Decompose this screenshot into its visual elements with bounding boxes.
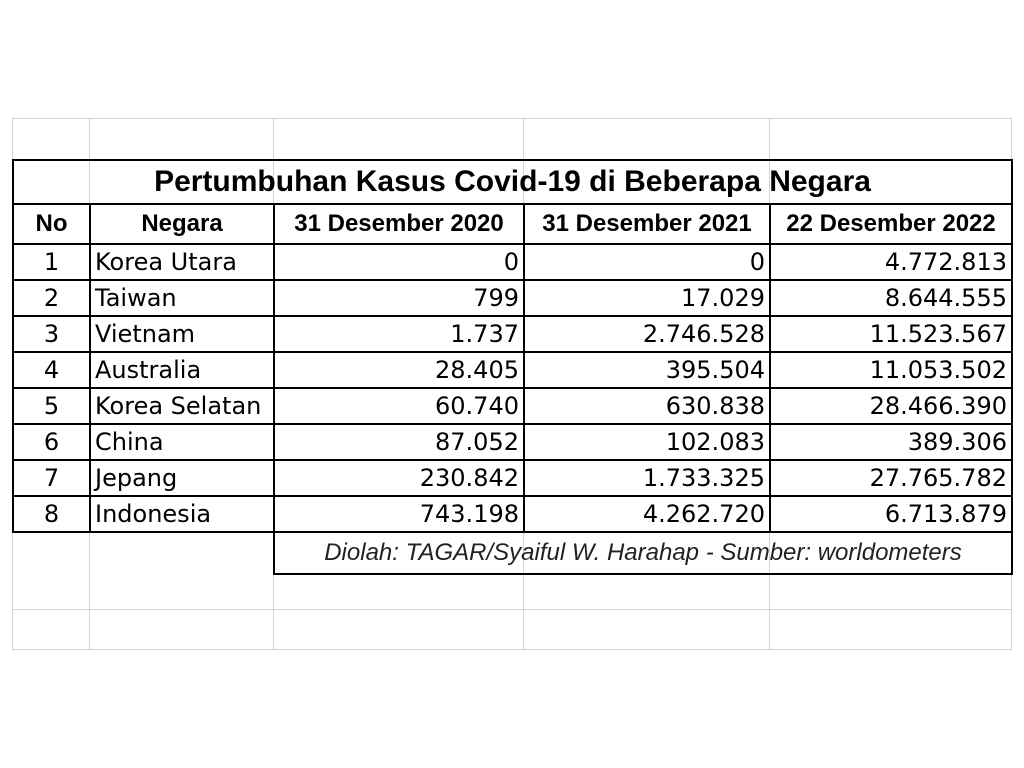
cases-2022-cell[interactable]: 28.466.390 xyxy=(769,387,1013,425)
table-row: 7 Jepang 230.842 1.733.325 27.765.782 xyxy=(12,459,1013,497)
cases-2020-cell[interactable]: 230.842 xyxy=(273,459,525,497)
row-no-cell[interactable]: 5 xyxy=(12,387,91,425)
country-cell[interactable]: China xyxy=(89,423,275,461)
cases-2021-cell[interactable]: 2.746.528 xyxy=(523,315,771,353)
cases-2020-cell[interactable]: 87.052 xyxy=(273,423,525,461)
cases-2020-cell[interactable]: 743.198 xyxy=(273,495,525,533)
table-row: 1 Korea Utara 0 0 4.772.813 xyxy=(12,243,1013,281)
cases-2021-cell[interactable]: 4.262.720 xyxy=(523,495,771,533)
country-cell[interactable]: Korea Selatan xyxy=(89,387,275,425)
cases-2021-cell[interactable]: 1.733.325 xyxy=(523,459,771,497)
cases-2020-cell[interactable]: 60.740 xyxy=(273,387,525,425)
header-negara[interactable]: Negara xyxy=(89,203,275,245)
cases-2022-cell[interactable]: 11.053.502 xyxy=(769,351,1013,389)
cases-2021-cell[interactable]: 630.838 xyxy=(523,387,771,425)
header-no[interactable]: No xyxy=(12,203,91,245)
cases-2022-cell[interactable]: 389.306 xyxy=(769,423,1013,461)
covid-table: Pertumbuhan Kasus Covid-19 di Beberapa N… xyxy=(12,159,1013,575)
cases-2022-cell[interactable]: 4.772.813 xyxy=(769,243,1013,281)
table-title[interactable]: Pertumbuhan Kasus Covid-19 di Beberapa N… xyxy=(12,159,1013,205)
cases-2021-cell[interactable]: 102.083 xyxy=(523,423,771,461)
header-row: No Negara 31 Desember 2020 31 Desember 2… xyxy=(12,203,1013,245)
table-row: 6 China 87.052 102.083 389.306 xyxy=(12,423,1013,461)
cases-2021-cell[interactable]: 0 xyxy=(523,243,771,281)
row-no-cell[interactable]: 7 xyxy=(12,459,91,497)
country-cell[interactable]: Vietnam xyxy=(89,315,275,353)
row-no-cell[interactable]: 2 xyxy=(12,279,91,317)
header-2021[interactable]: 31 Desember 2021 xyxy=(523,203,771,245)
header-2022[interactable]: 22 Desember 2022 xyxy=(769,203,1013,245)
cases-2022-cell[interactable]: 8.644.555 xyxy=(769,279,1013,317)
cases-2020-cell[interactable]: 0 xyxy=(273,243,525,281)
table-row: 5 Korea Selatan 60.740 630.838 28.466.390 xyxy=(12,387,1013,425)
cases-2020-cell[interactable]: 799 xyxy=(273,279,525,317)
row-no-cell[interactable]: 6 xyxy=(12,423,91,461)
country-cell[interactable]: Australia xyxy=(89,351,275,389)
cases-2021-cell[interactable]: 395.504 xyxy=(523,351,771,389)
empty-cell[interactable] xyxy=(13,532,90,574)
country-cell[interactable]: Korea Utara xyxy=(89,243,275,281)
title-row: Pertumbuhan Kasus Covid-19 di Beberapa N… xyxy=(12,159,1013,205)
source-row: Diolah: TAGAR/Syaiful W. Harahap - Sumbe… xyxy=(13,531,1013,575)
empty-cell[interactable] xyxy=(90,532,274,574)
country-cell[interactable]: Indonesia xyxy=(89,495,275,533)
cases-2020-cell[interactable]: 28.405 xyxy=(273,351,525,389)
table-row: 4 Australia 28.405 395.504 11.053.502 xyxy=(12,351,1013,389)
row-no-cell[interactable]: 1 xyxy=(12,243,91,281)
row-no-cell[interactable]: 4 xyxy=(12,351,91,389)
cases-2022-cell[interactable]: 6.713.879 xyxy=(769,495,1013,533)
source-note[interactable]: Diolah: TAGAR/Syaiful W. Harahap - Sumbe… xyxy=(273,531,1013,575)
country-cell[interactable]: Taiwan xyxy=(89,279,275,317)
table-row: 2 Taiwan 799 17.029 8.644.555 xyxy=(12,279,1013,317)
header-2020[interactable]: 31 Desember 2020 xyxy=(273,203,525,245)
country-cell[interactable]: Jepang xyxy=(89,459,275,497)
cases-2020-cell[interactable]: 1.737 xyxy=(273,315,525,353)
row-no-cell[interactable]: 3 xyxy=(12,315,91,353)
row-no-cell[interactable]: 8 xyxy=(12,495,91,533)
cases-2021-cell[interactable]: 17.029 xyxy=(523,279,771,317)
cases-2022-cell[interactable]: 11.523.567 xyxy=(769,315,1013,353)
table-row: 8 Indonesia 743.198 4.262.720 6.713.879 xyxy=(12,495,1013,533)
cases-2022-cell[interactable]: 27.765.782 xyxy=(769,459,1013,497)
table-row: 3 Vietnam 1.737 2.746.528 11.523.567 xyxy=(12,315,1013,353)
